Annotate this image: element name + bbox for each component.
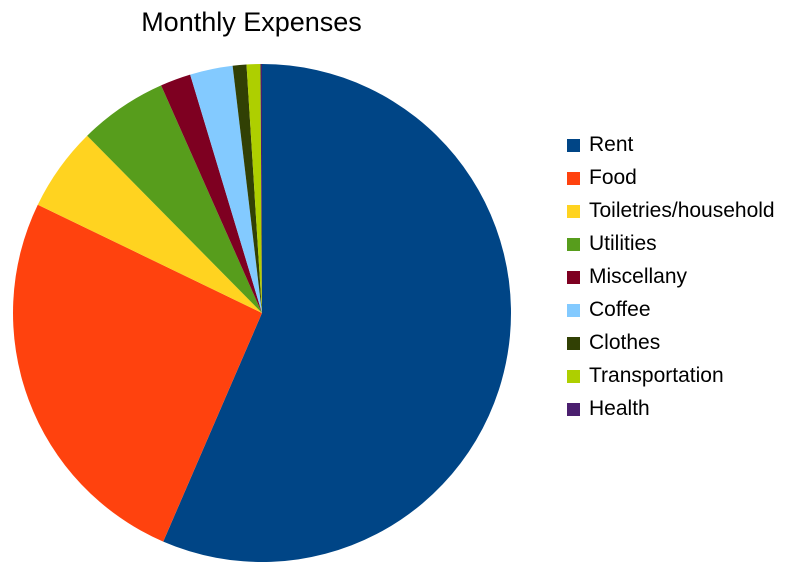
pie-slice-food (13, 204, 263, 542)
pie-slice-coffee (190, 65, 262, 314)
legend-label: Clothes (589, 331, 661, 354)
legend-swatch (567, 370, 580, 383)
legend-label: Health (589, 397, 650, 420)
pie-slice-utilities (87, 85, 262, 313)
legend-swatch (567, 271, 580, 284)
legend-label: Food (589, 166, 637, 189)
chart-title: Monthly Expenses (141, 7, 362, 37)
legend-swatch (567, 139, 580, 152)
pie-slice-transportation (246, 64, 262, 313)
pie-slice-health (260, 63, 262, 314)
legend-label: Miscellany (589, 265, 688, 288)
pie-slice-miscellany (161, 74, 262, 313)
pie-slice-clothes (232, 64, 262, 313)
legend-swatch (567, 238, 580, 251)
legend-label: Rent (589, 133, 634, 156)
pie-slice-toiletries-household (37, 135, 262, 313)
legend-swatch (567, 403, 580, 416)
legend-swatch (567, 337, 580, 350)
legend-swatch (567, 304, 580, 317)
legend-swatch (567, 205, 580, 218)
legend-label: Toiletries/household (589, 199, 775, 222)
pie-slice-rent (163, 64, 512, 563)
legend-label: Utilities (589, 232, 657, 255)
legend-label: Coffee (589, 298, 651, 321)
legend-label: Transportation (589, 364, 724, 387)
legend-swatch (567, 172, 580, 185)
